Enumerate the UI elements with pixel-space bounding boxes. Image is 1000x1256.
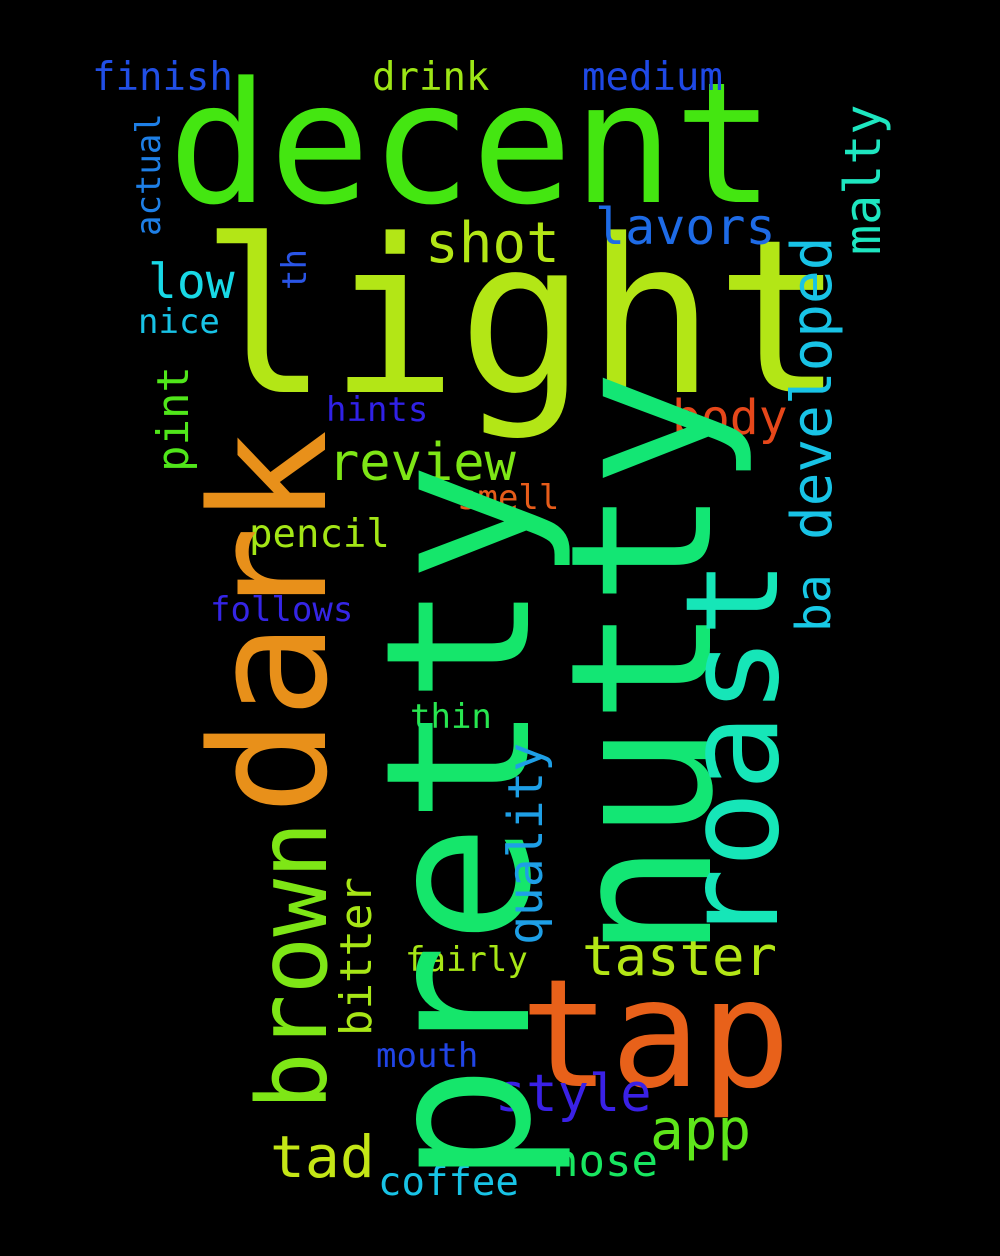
word-medium: medium <box>582 55 723 100</box>
word-roast: roast <box>659 559 808 945</box>
word-pint: pint <box>148 366 199 472</box>
word-light: light <box>200 194 845 443</box>
word-ba: ba <box>786 574 842 632</box>
word-decent: decent <box>168 46 775 242</box>
word-drink: drink <box>372 55 490 100</box>
word-thin: thin <box>410 697 492 737</box>
word-finish: finish <box>92 55 233 100</box>
word-follows: follows <box>210 590 354 630</box>
word-review: review <box>328 433 516 493</box>
word-hints: hints <box>326 390 429 430</box>
word-malty: malty <box>834 104 892 255</box>
word-developed: developed <box>780 236 845 540</box>
word-fairly: fairly <box>405 940 528 980</box>
word-smell: smell <box>457 478 560 518</box>
word-nose: nose <box>552 1136 658 1187</box>
word-style: style <box>495 1064 652 1124</box>
word-pencil: pencil <box>249 512 390 557</box>
word-brown: brown <box>237 821 349 1110</box>
word-shot: shot <box>425 211 560 276</box>
word-quality: quality <box>498 742 554 945</box>
word-th: th <box>275 249 315 290</box>
word-low: low <box>148 254 235 310</box>
word-nice: nice <box>138 302 220 342</box>
word-tad: tad <box>270 1123 375 1191</box>
word-body: body <box>672 390 788 446</box>
word-app: app <box>650 1098 752 1163</box>
word-coffee: coffee <box>378 1160 519 1205</box>
word-dark: dark <box>176 429 363 815</box>
word-bitter: bitter <box>331 877 382 1036</box>
word-tap: tap <box>520 948 791 1122</box>
word-mouth: mouth <box>376 1036 479 1076</box>
word-lavors: lavors <box>595 198 776 256</box>
word-taster: taster <box>582 925 778 988</box>
word-actual: actual <box>129 113 169 236</box>
